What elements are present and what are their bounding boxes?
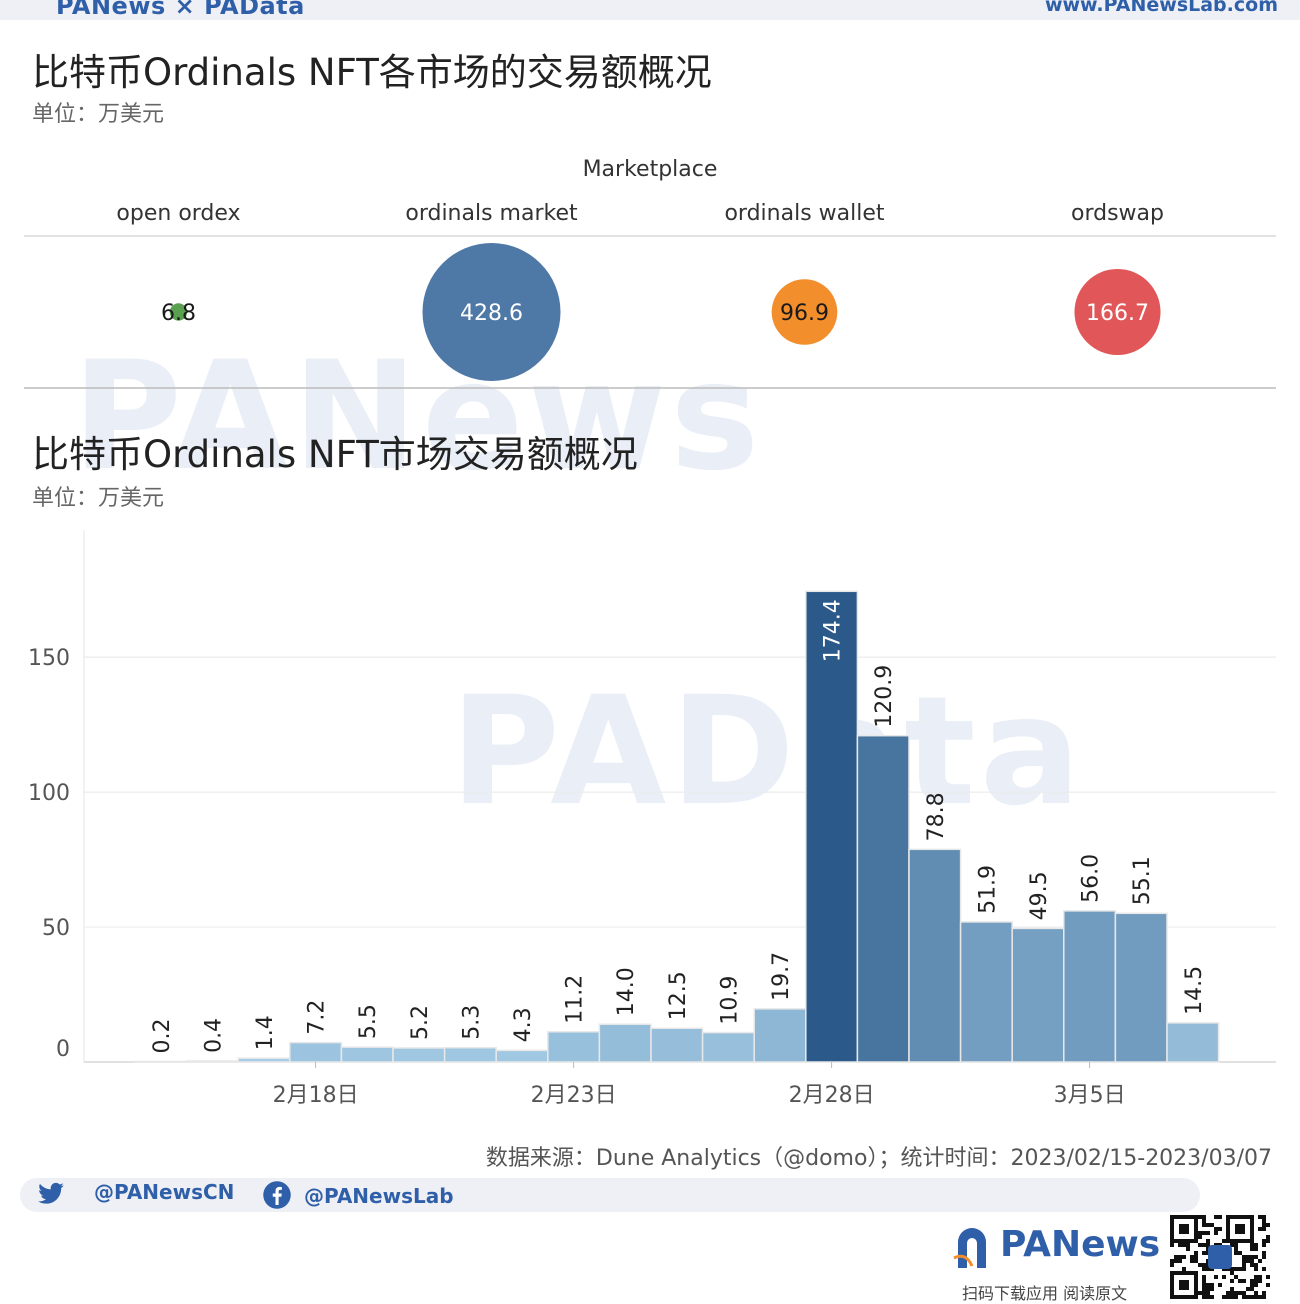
watermark-padata: PAData <box>450 665 1085 839</box>
social-bar <box>20 1178 1200 1212</box>
bar <box>856 734 910 1063</box>
bar-value-label: 12.5 <box>666 971 691 1020</box>
marketplace-header: ordinals wallet <box>724 201 884 226</box>
y-tick-label: 0 <box>56 1037 70 1062</box>
bar-value-label: 4.3 <box>511 1007 536 1042</box>
bar-value-label: 11.2 <box>563 975 588 1024</box>
marketplace-bubble <box>771 279 838 345</box>
bar-chart: 0 50 100 150 0.2 0.4 1.4 7.2 5.5 5.2 5.3 4.3 11.2 14… <box>28 530 1276 1108</box>
bar <box>908 848 962 1063</box>
bar-value-label: 49.5 <box>1027 871 1052 920</box>
panews-logo: PANews <box>1000 1224 1161 1265</box>
bar <box>237 1057 291 1063</box>
watermark-panews: PANews <box>72 330 764 504</box>
panel1-unit: 单位：万美元 <box>32 102 165 127</box>
bar <box>805 590 859 1063</box>
bar <box>1063 910 1117 1063</box>
bar <box>650 1027 704 1063</box>
marketplace-bubble <box>1074 268 1161 356</box>
bar <box>185 1060 239 1063</box>
bar <box>1011 927 1065 1063</box>
twitter-icon[interactable] <box>36 1180 66 1208</box>
bubble-value-label: 96.9 <box>780 301 829 326</box>
panel2-title: 比特币Ordinals NFT市场交易额概况 <box>32 433 638 476</box>
panel2-unit: 单位：万美元 <box>32 486 165 511</box>
marketplace-header: ordswap <box>1071 201 1164 226</box>
bar-value-label: 120.9 <box>872 665 897 728</box>
bar-value-label: 51.9 <box>975 865 1000 914</box>
bar-value-label: 56.0 <box>1079 854 1104 903</box>
bubble-value-label: 6.8 <box>161 301 196 326</box>
bar <box>392 1047 446 1063</box>
bar <box>340 1046 394 1063</box>
marketplace-bubble <box>169 303 188 321</box>
bubble-chart: Marketplace open ordex ordinals market ord… <box>24 157 1276 389</box>
panel1-title: 比特币Ordinals NFT各市场的交易额概况 <box>32 51 712 94</box>
facebook-handle[interactable]: @PANewsLab <box>304 1184 454 1208</box>
y-tick-label: 100 <box>28 781 70 806</box>
twitter-handle[interactable]: @PANewsCN <box>94 1180 235 1204</box>
bar <box>753 1008 807 1063</box>
facebook-icon[interactable] <box>262 1180 292 1210</box>
bar-value-label: 5.5 <box>356 1004 381 1039</box>
qr-code[interactable] <box>1170 1215 1270 1299</box>
x-tick-label: 2月23日 <box>531 1083 617 1108</box>
bar <box>495 1049 549 1063</box>
bubble-value-label: 428.6 <box>460 301 523 326</box>
bar-value-label: 19.7 <box>769 952 794 1001</box>
bar <box>443 1046 497 1063</box>
bar-value-label: 0.2 <box>150 1018 175 1053</box>
header-bar <box>0 0 1300 20</box>
marketplace-header: open ordex <box>116 201 240 226</box>
panews-logo-icon <box>953 1228 986 1268</box>
y-tick-label: 50 <box>42 916 70 941</box>
download-cta[interactable]: 扫码下载应用 阅读原文 <box>962 1284 1128 1303</box>
bar-value-label: 1.4 <box>253 1015 278 1050</box>
bar-value-label: 5.3 <box>459 1005 484 1040</box>
bar-value-label: 14.0 <box>614 967 639 1016</box>
bar-value-label: 0.4 <box>201 1018 226 1053</box>
dimension-label: Marketplace <box>583 157 718 182</box>
data-source: 数据来源：Dune Analytics（@domo）；统计时间：2023/02/… <box>485 1146 1272 1171</box>
x-tick-label: 2月28日 <box>789 1083 875 1108</box>
bar <box>701 1031 755 1063</box>
marketplace-header: ordinals market <box>405 201 578 226</box>
bar-value-label: 14.5 <box>1182 966 1207 1015</box>
bar-value-label: 174.4 <box>821 599 846 662</box>
bubble-value-label: 166.7 <box>1086 301 1149 326</box>
bar <box>1114 912 1168 1063</box>
header-url[interactable]: www.PANewsLab.com <box>1044 0 1278 16</box>
bar-value-label: 5.2 <box>408 1005 433 1040</box>
bar <box>289 1041 343 1063</box>
bar <box>547 1031 601 1063</box>
bar-value-label: 7.2 <box>305 1000 330 1035</box>
y-tick-label: 150 <box>28 646 70 671</box>
bar <box>134 1060 188 1064</box>
bar <box>598 1023 652 1063</box>
bar <box>1166 1022 1220 1063</box>
bar-value-label: 10.9 <box>717 976 742 1025</box>
x-tick-label: 2月18日 <box>273 1083 359 1108</box>
x-tick-label: 3月5日 <box>1054 1083 1126 1108</box>
bar-value-label: 78.8 <box>924 792 949 841</box>
bar-value-label: 55.1 <box>1130 856 1155 905</box>
bar <box>959 921 1013 1063</box>
marketplace-bubble <box>422 243 561 381</box>
header-brand: PANews × PAData <box>56 0 305 20</box>
